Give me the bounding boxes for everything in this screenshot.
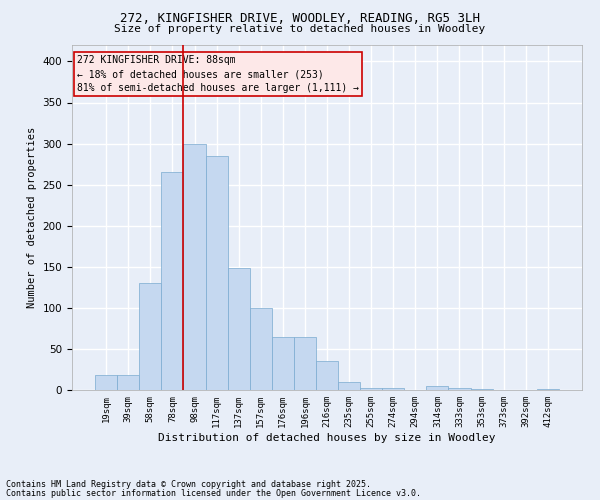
Text: Contains public sector information licensed under the Open Government Licence v3: Contains public sector information licen… xyxy=(6,488,421,498)
Bar xyxy=(470,389,493,390)
Bar xyxy=(227,268,250,390)
Bar xyxy=(360,388,382,390)
Text: Size of property relative to detached houses in Woodley: Size of property relative to detached ho… xyxy=(115,24,485,34)
Bar xyxy=(250,308,272,390)
Bar xyxy=(139,283,161,390)
Bar xyxy=(161,172,184,390)
Bar xyxy=(184,144,206,390)
Bar xyxy=(427,386,448,390)
Bar xyxy=(206,156,227,390)
Bar xyxy=(294,336,316,390)
Text: Contains HM Land Registry data © Crown copyright and database right 2025.: Contains HM Land Registry data © Crown c… xyxy=(6,480,371,489)
Y-axis label: Number of detached properties: Number of detached properties xyxy=(27,127,37,308)
Bar xyxy=(95,375,117,390)
Bar xyxy=(537,389,559,390)
Bar xyxy=(272,336,294,390)
Bar xyxy=(448,388,470,390)
Text: 272 KINGFISHER DRIVE: 88sqm
← 18% of detached houses are smaller (253)
81% of se: 272 KINGFISHER DRIVE: 88sqm ← 18% of det… xyxy=(77,56,359,94)
X-axis label: Distribution of detached houses by size in Woodley: Distribution of detached houses by size … xyxy=(158,432,496,442)
Bar xyxy=(117,375,139,390)
Bar xyxy=(382,388,404,390)
Bar xyxy=(316,361,338,390)
Text: 272, KINGFISHER DRIVE, WOODLEY, READING, RG5 3LH: 272, KINGFISHER DRIVE, WOODLEY, READING,… xyxy=(120,12,480,26)
Bar xyxy=(338,382,360,390)
